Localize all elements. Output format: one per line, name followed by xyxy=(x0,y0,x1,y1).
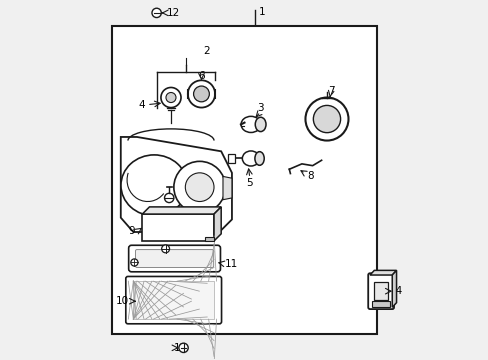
Text: 4: 4 xyxy=(138,100,144,110)
Text: 6: 6 xyxy=(198,71,204,81)
Ellipse shape xyxy=(241,116,260,132)
Bar xyxy=(371,301,389,307)
Text: 5: 5 xyxy=(246,178,253,188)
Circle shape xyxy=(174,161,225,213)
Ellipse shape xyxy=(242,151,259,166)
Circle shape xyxy=(187,80,215,108)
Ellipse shape xyxy=(255,117,265,132)
Polygon shape xyxy=(142,207,221,214)
Bar xyxy=(133,281,214,319)
Text: 10: 10 xyxy=(116,296,129,306)
Text: 14: 14 xyxy=(389,286,402,296)
Circle shape xyxy=(131,259,138,266)
FancyBboxPatch shape xyxy=(128,245,220,272)
FancyBboxPatch shape xyxy=(125,276,221,324)
Bar xyxy=(112,26,376,334)
Text: 8: 8 xyxy=(307,171,313,181)
Ellipse shape xyxy=(254,152,264,165)
Text: 2: 2 xyxy=(203,46,210,56)
Circle shape xyxy=(305,98,348,140)
Polygon shape xyxy=(369,270,396,275)
Circle shape xyxy=(152,8,161,18)
Text: 11: 11 xyxy=(224,259,238,269)
Bar xyxy=(373,282,387,300)
Bar xyxy=(142,214,214,241)
Ellipse shape xyxy=(121,155,187,216)
Circle shape xyxy=(164,193,174,203)
Text: 7: 7 xyxy=(327,86,334,96)
Polygon shape xyxy=(204,237,214,241)
Text: 3: 3 xyxy=(257,103,264,113)
Circle shape xyxy=(161,87,181,108)
Polygon shape xyxy=(391,270,396,307)
Text: 1: 1 xyxy=(258,7,265,17)
Polygon shape xyxy=(121,137,231,232)
FancyBboxPatch shape xyxy=(367,273,393,309)
Text: 9: 9 xyxy=(129,226,135,236)
Circle shape xyxy=(313,105,340,133)
Circle shape xyxy=(185,173,214,202)
Circle shape xyxy=(162,245,169,253)
Polygon shape xyxy=(223,176,231,200)
FancyBboxPatch shape xyxy=(135,249,213,267)
Circle shape xyxy=(165,93,176,103)
Bar xyxy=(228,154,234,163)
Circle shape xyxy=(179,343,188,352)
Polygon shape xyxy=(214,207,221,241)
Text: 13: 13 xyxy=(173,343,186,353)
Circle shape xyxy=(193,86,209,102)
Text: 12: 12 xyxy=(166,8,180,18)
